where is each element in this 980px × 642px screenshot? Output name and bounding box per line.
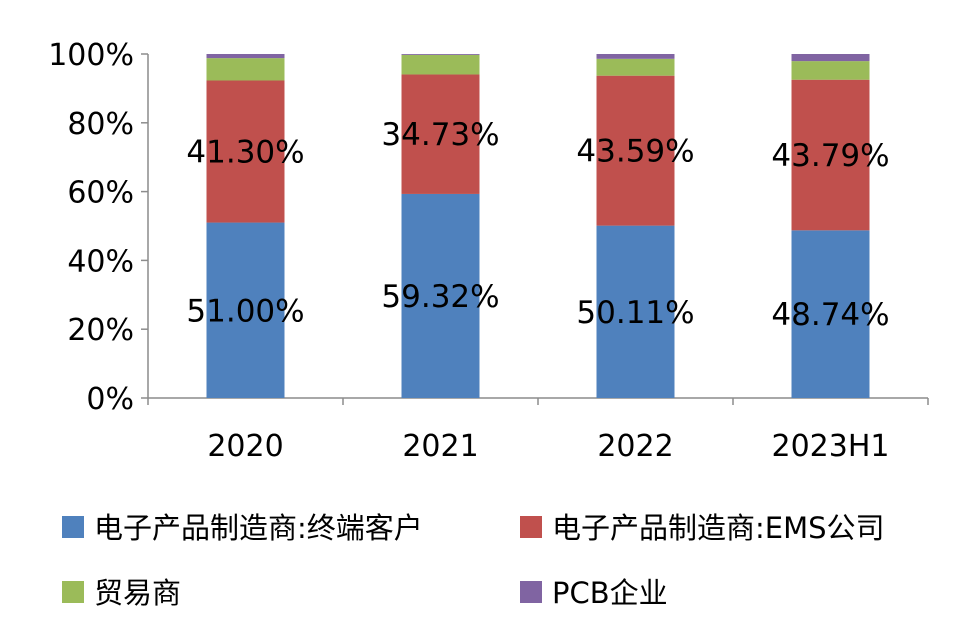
data-label: 48.74% bbox=[771, 297, 889, 333]
legend-label: 电子产品制造商:EMS公司 bbox=[552, 511, 885, 545]
legend-swatch bbox=[62, 516, 84, 538]
x-tick-label: 2022 bbox=[597, 429, 673, 464]
x-tick-label: 2023H1 bbox=[772, 429, 890, 464]
data-label: 41.30% bbox=[186, 135, 304, 171]
bar-segment bbox=[401, 54, 480, 55]
bar-segment bbox=[401, 74, 480, 194]
x-tick-label: 2021 bbox=[402, 429, 478, 464]
legend-swatch bbox=[520, 581, 542, 603]
bar-segment bbox=[596, 225, 675, 398]
legend-label: 贸易商 bbox=[94, 576, 181, 610]
bar-segment bbox=[596, 54, 675, 59]
bar-segment bbox=[791, 54, 870, 62]
bar-segment bbox=[791, 61, 870, 80]
data-label: 59.32% bbox=[381, 279, 499, 315]
axes: 0% 20% 40% 60% 80% 100% 2020 2021 2022 2023H1 bbox=[48, 38, 929, 464]
x-tick-label: 2020 bbox=[207, 429, 283, 464]
bar-segment bbox=[791, 230, 870, 398]
bar-segment bbox=[596, 58, 675, 76]
y-tick-label: 80% bbox=[67, 107, 134, 142]
legend-label: 电子产品制造商:终端客户 bbox=[94, 511, 423, 545]
y-tick-label: 60% bbox=[67, 176, 134, 211]
legend-swatch bbox=[62, 581, 84, 603]
bar-segment bbox=[206, 54, 285, 59]
bar-segment bbox=[401, 193, 480, 398]
y-tick-label: 0% bbox=[86, 382, 134, 417]
data-label: 43.79% bbox=[771, 138, 889, 174]
data-label: 34.73% bbox=[381, 117, 499, 153]
bars bbox=[206, 54, 870, 398]
y-tick-label: 40% bbox=[67, 244, 134, 279]
legend-swatch bbox=[520, 516, 542, 538]
data-label: 51.00% bbox=[186, 293, 304, 329]
bar-segment bbox=[206, 222, 285, 398]
bar-segment bbox=[791, 79, 870, 231]
data-labels: 51.00% 41.30% 59.32% 34.73% 50.11% 43.59% 48.7… bbox=[186, 117, 889, 333]
bar-segment bbox=[401, 54, 480, 75]
bar-segment bbox=[206, 58, 285, 81]
y-tick-label: 20% bbox=[67, 313, 134, 348]
data-label: 50.11% bbox=[576, 295, 694, 331]
bar-segment bbox=[596, 75, 675, 226]
data-label: 43.59% bbox=[576, 134, 694, 170]
bar-segment bbox=[206, 80, 285, 223]
legend-label: PCB企业 bbox=[552, 576, 668, 610]
y-tick-label: 100% bbox=[48, 38, 134, 73]
